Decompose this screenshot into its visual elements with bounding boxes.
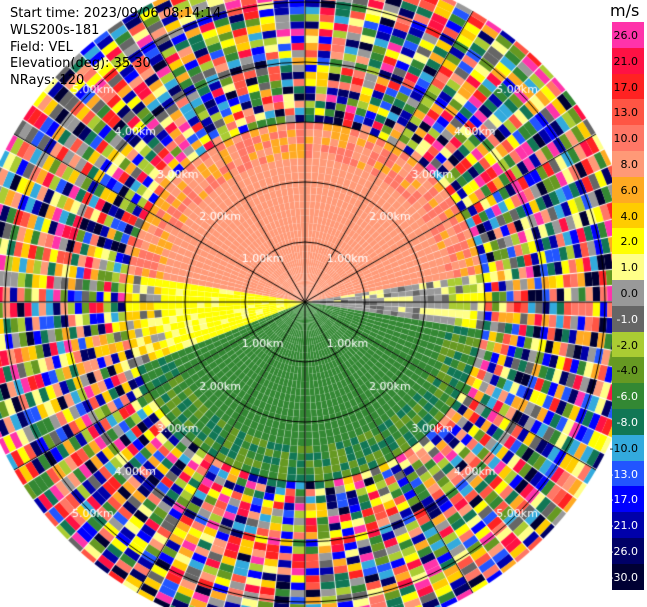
colorbar-level: -13.0 xyxy=(609,460,644,487)
colorbar-level-label: 26.0 xyxy=(613,29,639,42)
colorbar-level-label: -10.0 xyxy=(609,441,638,455)
colorbar-level-label: 2.0 xyxy=(620,235,639,249)
colorbar-level: 26.0 xyxy=(612,22,644,48)
colorbar-level: 8.0 xyxy=(612,150,644,177)
colorbar-level: -4.0 xyxy=(612,357,644,384)
colorbar-level: 4.0 xyxy=(612,202,644,229)
colorbar-level-label: -4.0 xyxy=(616,364,638,378)
colorbar-level: 6.0 xyxy=(612,176,644,203)
colorbar-level-label: -8.0 xyxy=(616,415,638,429)
colorbar-level-label: -13.0 xyxy=(609,467,638,481)
colorbar-level: 2.0 xyxy=(612,228,644,255)
colorbar-level-label: -21.0 xyxy=(609,519,638,533)
colorbar-level: 17.0 xyxy=(612,73,644,100)
colorbar-level-label: 8.0 xyxy=(620,157,639,171)
colorbar-level: -6.0 xyxy=(612,383,644,409)
colorbar-level-label: -30.0 xyxy=(609,570,638,584)
colorbar-level-label: 10.0 xyxy=(613,132,639,146)
colorbar-level: -10.0 xyxy=(609,434,644,461)
colorbar-level-label: -2.0 xyxy=(616,338,638,352)
colorbar-level: -2.0 xyxy=(612,331,644,358)
colorbar-level-label: 1.0 xyxy=(620,261,639,275)
colorbar-unit: m/s xyxy=(610,1,640,20)
device-label: WLS200s-181 xyxy=(10,23,100,38)
colorbar-level: 1.0 xyxy=(612,254,644,280)
colorbar-level-label: -17.0 xyxy=(609,493,638,507)
colorbar-level-label: -1.0 xyxy=(616,312,638,326)
colorbar-level-label: 6.0 xyxy=(620,183,639,197)
colorbar-level-label: 13.0 xyxy=(613,106,639,120)
colorbar-level-label: 4.0 xyxy=(620,209,639,223)
colorbar-level-label: 21.0 xyxy=(613,54,639,68)
colorbar-level-label: 17.0 xyxy=(613,80,639,94)
colorbar-level: -21.0 xyxy=(609,512,644,538)
colorbar-level: -30.0 xyxy=(609,563,644,590)
elevation-label: Elevation(deg): 35.30 xyxy=(10,56,151,71)
colorbar-level-label: -26.0 xyxy=(609,544,638,558)
colorbar-level-label: 0.0 xyxy=(620,286,639,300)
colorbar-level: 0.0 xyxy=(612,279,644,306)
colorbar-level: -26.0 xyxy=(609,537,644,564)
colorbar-level: -8.0 xyxy=(612,408,644,435)
start-time-label: Start time: 2023/09/06 08:14:14 xyxy=(10,6,222,21)
nrays-label: NRays: 120 xyxy=(10,73,85,88)
colorbar-level-label: -6.0 xyxy=(616,390,638,404)
colorbar-level: 21.0 xyxy=(612,47,644,74)
colorbar-level: 13.0 xyxy=(612,99,644,126)
colorbar-level: -17.0 xyxy=(609,486,644,513)
colorbar-level: -1.0 xyxy=(612,305,644,332)
colorbar-level: 10.0 xyxy=(612,125,644,151)
field-label: Field: VEL xyxy=(10,40,73,55)
colorbar: 26.0 21.0 17.0 13.0 10.0 8.0 6.0 4.0 2.0 1.0 0.0 -1… xyxy=(609,22,644,590)
